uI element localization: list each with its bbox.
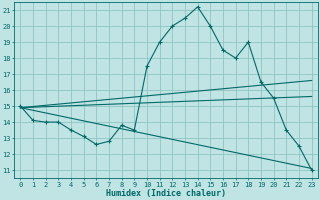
X-axis label: Humidex (Indice chaleur): Humidex (Indice chaleur) (106, 189, 226, 198)
